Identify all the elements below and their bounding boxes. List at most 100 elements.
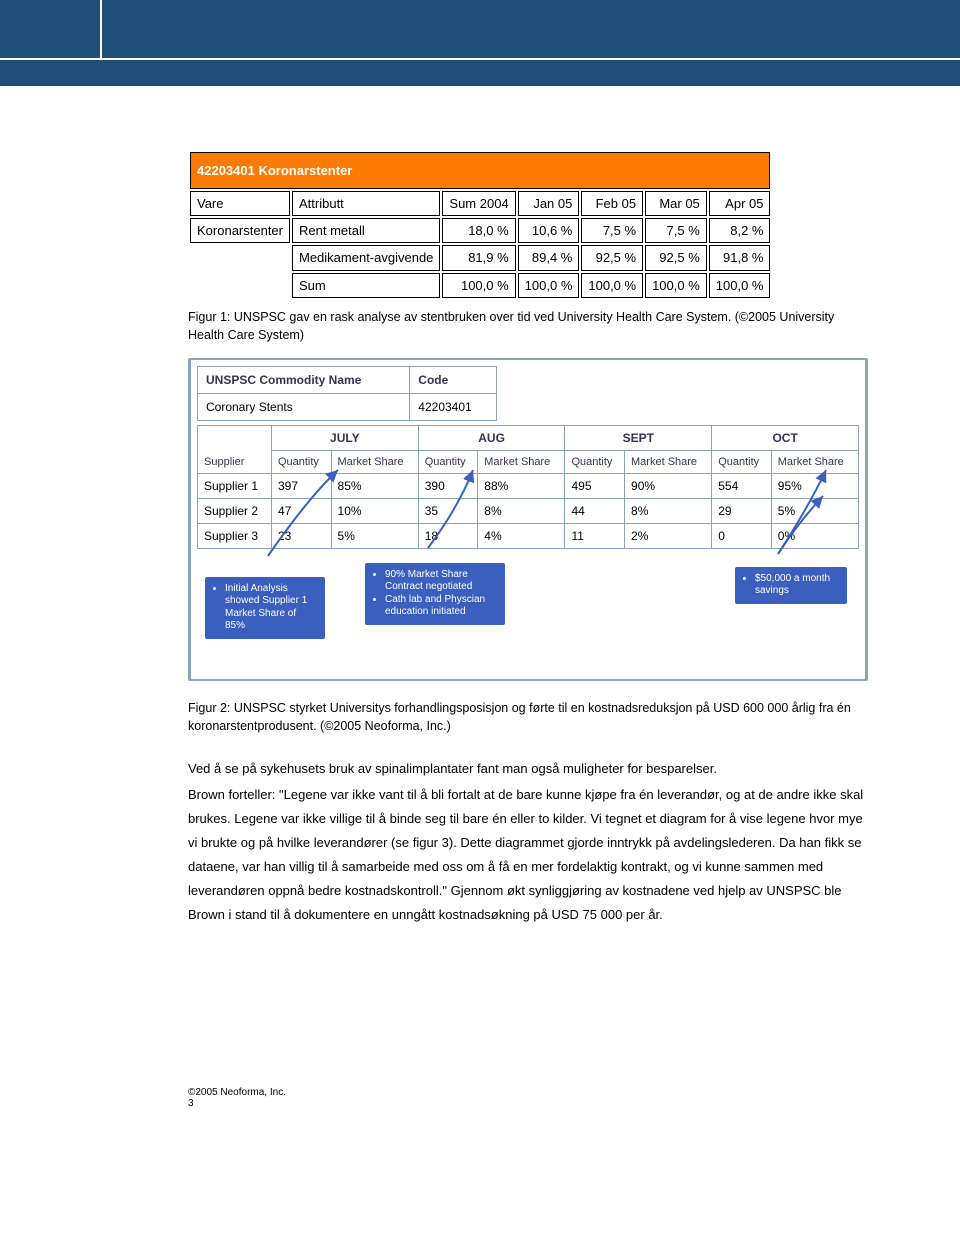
- para: Brown forteller: "Legene var ikke vant t…: [188, 783, 872, 927]
- cell: Rent metall: [292, 218, 440, 243]
- anno-text: 90% Market Share Contract negotiated: [385, 569, 497, 594]
- cell: 8%: [478, 498, 565, 523]
- anno-text: Initial Analysis showed Supplier 1 Marke…: [225, 583, 317, 633]
- fig2: UNSPSC Commodity Name Code Coronary Sten…: [188, 358, 868, 681]
- cell: Supplier 1: [198, 473, 272, 498]
- fig2-annotations: Initial Analysis showed Supplier 1 Marke…: [197, 553, 859, 673]
- footer: ©2005 Neoforma, Inc. 3: [188, 1087, 872, 1109]
- cell: 0: [712, 523, 772, 548]
- cell: Koronarstenter: [190, 218, 290, 243]
- fig2-sub: Quantity: [418, 450, 478, 473]
- table1-col-feb: Feb 05: [581, 191, 643, 216]
- cell: 100,0 %: [442, 273, 515, 298]
- fig2-sub: Quantity: [271, 450, 331, 473]
- table-row: Supplier 1 397 85% 390 88% 495 90% 554 9…: [198, 473, 859, 498]
- fig2-month: JULY: [271, 425, 418, 450]
- anno-box: Initial Analysis showed Supplier 1 Marke…: [205, 577, 325, 639]
- table-row: Sum 100,0 % 100,0 % 100,0 % 100,0 % 100,…: [190, 273, 770, 298]
- anno-text: $50,000 a month savings: [755, 573, 839, 598]
- fig2-header-table: UNSPSC Commodity Name Code Coronary Sten…: [197, 366, 497, 421]
- header-band-inner: [0, 0, 960, 60]
- caption-fig1: Figur 1: UNSPSC gav en rask analyse av s…: [188, 308, 872, 344]
- table1-col-jan: Jan 05: [518, 191, 580, 216]
- fig2-code-value: 42203401: [410, 393, 497, 420]
- table-row: Koronarstenter Rent metall 18,0 % 10,6 %…: [190, 218, 770, 243]
- body-text: Ved å se på sykehusets bruk av spinalimp…: [188, 757, 872, 927]
- fig2-data-table: Supplier JULY AUG SEPT OCT Quantity Mark…: [197, 425, 859, 549]
- caption-fig2: Figur 2: UNSPSC styrket Universitys forh…: [188, 699, 872, 735]
- cell: 8%: [625, 498, 712, 523]
- table-row: Medikament-avgivende 81,9 % 89,4 % 92,5 …: [190, 245, 770, 271]
- cell: 44: [565, 498, 625, 523]
- cell: 100,0 %: [709, 273, 771, 298]
- cell: 7,5 %: [645, 218, 707, 243]
- fig2-sub: Market Share: [478, 450, 565, 473]
- table1-col-apr: Apr 05: [709, 191, 771, 216]
- cell: Medikament-avgivende: [292, 245, 440, 271]
- cell: 92,5 %: [645, 245, 707, 271]
- cell: 10%: [331, 498, 418, 523]
- cell: 495: [565, 473, 625, 498]
- cell-empty: [190, 245, 290, 271]
- table-row: Supplier 2 47 10% 35 8% 44 8% 29 5%: [198, 498, 859, 523]
- header-band: [0, 0, 960, 90]
- fig2-name-label: UNSPSC Commodity Name: [198, 366, 410, 393]
- table1-col-attr: Attributt: [292, 191, 440, 216]
- cell: 5%: [331, 523, 418, 548]
- cell: 90%: [625, 473, 712, 498]
- cell: 18,0 %: [442, 218, 515, 243]
- table1-title: 42203401 Koronarstenter: [190, 152, 770, 189]
- cell: 35: [418, 498, 478, 523]
- cell-empty: [190, 273, 290, 298]
- cell: 91,8 %: [709, 245, 771, 271]
- cell: Supplier 3: [198, 523, 272, 548]
- cell: 397: [271, 473, 331, 498]
- fig2-sub: Market Share: [625, 450, 712, 473]
- cell: 2%: [625, 523, 712, 548]
- cell: 11: [565, 523, 625, 548]
- cell: 92,5 %: [581, 245, 643, 271]
- footer-copy: ©2005 Neoforma, Inc.: [188, 1087, 872, 1098]
- fig2-code-label: Code: [410, 366, 497, 393]
- cell: 23: [271, 523, 331, 548]
- cell: 7,5 %: [581, 218, 643, 243]
- cell: 88%: [478, 473, 565, 498]
- cell: 10,6 %: [518, 218, 580, 243]
- cell: 29: [712, 498, 772, 523]
- fig2-sub: Market Share: [331, 450, 418, 473]
- fig2-supplier-col: Supplier: [198, 425, 272, 473]
- cell: Sum: [292, 273, 440, 298]
- fig2-month: OCT: [712, 425, 859, 450]
- cell: 81,9 %: [442, 245, 515, 271]
- anno-box: 90% Market Share Contract negotiated Cat…: [365, 563, 505, 625]
- cell: 390: [418, 473, 478, 498]
- cell: 95%: [771, 473, 858, 498]
- cell: 89,4 %: [518, 245, 580, 271]
- page-content: 42203401 Koronarstenter Vare Attributt S…: [0, 90, 960, 1139]
- table1-col-sum2004: Sum 2004: [442, 191, 515, 216]
- cell: 47: [271, 498, 331, 523]
- cell: Supplier 2: [198, 498, 272, 523]
- cell: 0%: [771, 523, 858, 548]
- fig2-sub: Quantity: [712, 450, 772, 473]
- cell: 4%: [478, 523, 565, 548]
- table-row: Supplier 3 23 5% 18 4% 11 2% 0 0%: [198, 523, 859, 548]
- para: Ved å se på sykehusets bruk av spinalimp…: [188, 757, 872, 781]
- table1-col-mar: Mar 05: [645, 191, 707, 216]
- fig2-sub: Quantity: [565, 450, 625, 473]
- cell: 18: [418, 523, 478, 548]
- cell: 8,2 %: [709, 218, 771, 243]
- fig2-name-value: Coronary Stents: [198, 393, 410, 420]
- cell: 100,0 %: [518, 273, 580, 298]
- fig2-month: SEPT: [565, 425, 712, 450]
- cell: 100,0 %: [581, 273, 643, 298]
- anno-box: $50,000 a month savings: [735, 567, 847, 604]
- anno-text: Cath lab and Physcian education initiate…: [385, 594, 497, 619]
- table1: 42203401 Koronarstenter Vare Attributt S…: [188, 150, 772, 300]
- cell: 554: [712, 473, 772, 498]
- footer-page: 3: [188, 1098, 872, 1109]
- cell: 85%: [331, 473, 418, 498]
- fig2-sub: Market Share: [771, 450, 858, 473]
- cell: 100,0 %: [645, 273, 707, 298]
- table1-col-vare: Vare: [190, 191, 290, 216]
